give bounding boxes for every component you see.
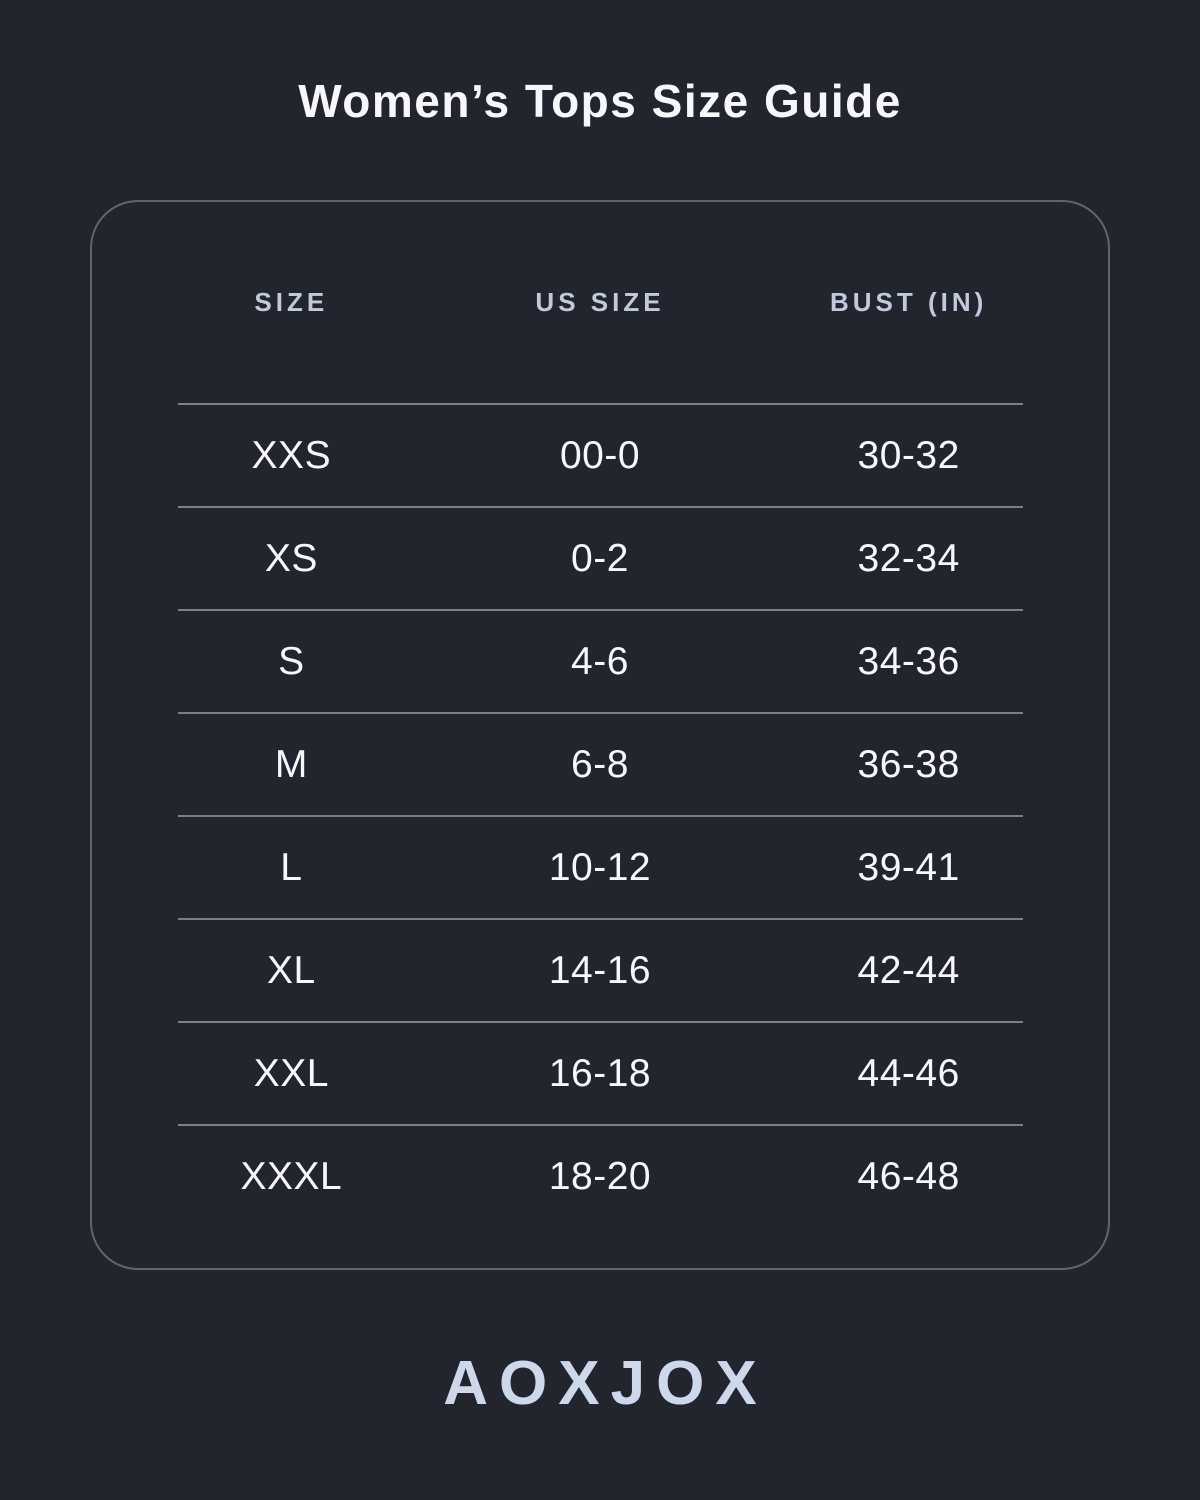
- table-body: XXS 00-0 30-32 XS 0-2 32-34 S 4-6 34-36 M 6-8 36-38…: [92, 403, 1108, 1227]
- row-divider: [177, 609, 1023, 611]
- cell-size: XXXL: [240, 1154, 343, 1198]
- cell-bust-in: 34-36: [857, 639, 960, 683]
- cell-size: XXS: [251, 433, 332, 477]
- table-row: XXXL 18-20 46-48: [92, 1126, 1108, 1227]
- cell-size: XXL: [253, 1051, 329, 1095]
- table-row: L 10-12 39-41: [92, 817, 1108, 918]
- table-row: XL 14-16 42-44: [92, 920, 1108, 1021]
- row-divider: [177, 1021, 1023, 1023]
- cell-size: L: [280, 845, 303, 889]
- brand-logo: AOXJOX: [443, 1349, 768, 1418]
- size-guide-card: SIZE US SIZE BUST (IN) XXS 00-0 30-32 XS 0-2…: [90, 200, 1110, 1270]
- table-row: XXL 16-18 44-46: [92, 1023, 1108, 1124]
- table-row: S 4-6 34-36: [92, 611, 1108, 712]
- cell-bust-in: 32-34: [857, 536, 960, 580]
- table-row: XXS 00-0 30-32: [92, 405, 1108, 506]
- table-header-row: SIZE US SIZE BUST (IN): [92, 202, 1108, 403]
- cell-size: XL: [266, 948, 316, 992]
- column-header-us-size: US SIZE: [535, 287, 665, 317]
- page-title: Women’s Tops Size Guide: [298, 75, 902, 127]
- cell-size: S: [278, 639, 305, 683]
- cell-bust-in: 30-32: [857, 433, 960, 477]
- cell-us-size: 6-8: [571, 742, 629, 786]
- cell-us-size: 14-16: [548, 948, 652, 992]
- row-divider: [177, 403, 1023, 405]
- cell-us-size: 16-18: [548, 1051, 652, 1095]
- cell-bust-in: 42-44: [857, 948, 960, 992]
- cell-us-size: 4-6: [571, 639, 629, 683]
- cell-us-size: 0-2: [571, 536, 629, 580]
- table-row: M 6-8 36-38: [92, 714, 1108, 815]
- cell-bust-in: 46-48: [857, 1154, 960, 1198]
- cell-us-size: 00-0: [559, 433, 641, 477]
- cell-bust-in: 36-38: [857, 742, 960, 786]
- cell-bust-in: 39-41: [857, 845, 960, 889]
- column-header-bust-in: BUST (IN): [829, 287, 988, 317]
- cell-size: XS: [264, 536, 318, 580]
- column-header-size: SIZE: [254, 287, 329, 317]
- row-divider: [177, 506, 1023, 508]
- table-row: XS 0-2 32-34: [92, 508, 1108, 609]
- row-divider: [177, 815, 1023, 817]
- cell-us-size: 18-20: [548, 1154, 652, 1198]
- cell-size: M: [274, 742, 308, 786]
- row-divider: [177, 712, 1023, 714]
- row-divider: [177, 1124, 1023, 1126]
- cell-bust-in: 44-46: [857, 1051, 960, 1095]
- cell-us-size: 10-12: [548, 845, 652, 889]
- row-divider: [177, 918, 1023, 920]
